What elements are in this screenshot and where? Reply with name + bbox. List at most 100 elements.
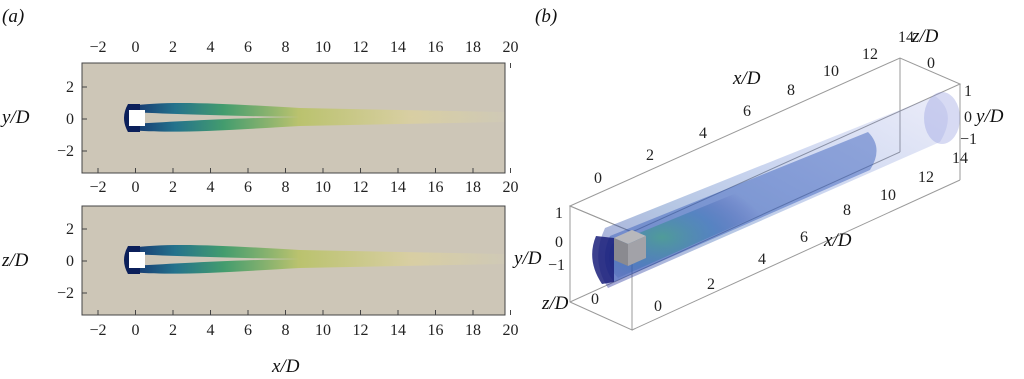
plot-bottom-ylabel: z/D xyxy=(1,250,29,271)
plot-z-slice xyxy=(81,205,506,316)
cube-side xyxy=(628,236,646,266)
y-tick-label: 0 xyxy=(66,111,74,128)
x-tick-label: 6 xyxy=(244,179,252,196)
x-bot-tick-0: 0 xyxy=(654,298,662,315)
z-top-tick-0: 0 xyxy=(927,55,935,72)
x-tick-label: 14 xyxy=(390,39,406,56)
x-tick-label: 0 xyxy=(132,39,140,56)
plot-top-frame xyxy=(81,62,506,174)
x-tick-label: 6 xyxy=(244,39,252,56)
x-tick-label: 10 xyxy=(315,322,331,339)
x-bot-tick-14: 14 xyxy=(952,150,968,167)
x-tick-label: 12 xyxy=(353,179,369,196)
plot-top-upper-wake xyxy=(130,102,505,118)
plot-bottom-upper-wake xyxy=(130,244,505,260)
x-tick-label: 10 xyxy=(315,179,331,196)
x-top-tick-6: 6 xyxy=(743,103,751,120)
plot-top-ylabel: y/D xyxy=(0,107,30,128)
x-tick-label: 20 xyxy=(503,179,519,196)
cube-top xyxy=(614,230,646,244)
x-tick-label: 2 xyxy=(169,322,177,339)
plot-bottom-xticks: −2 0 2 4 6 8 10 12 14 16 18 20 xyxy=(89,310,519,339)
x-bot-tick-4: 4 xyxy=(758,251,766,268)
x-tick-label: 10 xyxy=(315,39,331,56)
x-bot-label: x/D xyxy=(823,230,852,251)
x-bot-tick-8: 8 xyxy=(843,202,851,219)
plot-top-body xyxy=(129,110,145,126)
x-tick-label: 20 xyxy=(503,322,519,339)
y-tick-label: 2 xyxy=(66,79,74,96)
x-tick-label: 0 xyxy=(132,179,140,196)
x-tick-label: 12 xyxy=(353,39,369,56)
x-tick-label: −2 xyxy=(89,179,106,196)
x-tick-label: 8 xyxy=(282,39,290,56)
wake-leading-front xyxy=(592,236,614,284)
x-tick-label: 8 xyxy=(282,322,290,339)
wake-core xyxy=(609,176,786,278)
x-top-tick-4: 4 xyxy=(699,125,707,142)
x-tick-label: 16 xyxy=(428,39,444,56)
panel-b-ticks: 0 2 4 6 8 10 12 14 x/D z/D 0 1 0 −1 y/D … xyxy=(512,26,1004,315)
y-left-tick-1: 1 xyxy=(555,205,563,222)
x-tick-label: 8 xyxy=(282,179,290,196)
y-left-tick-m1: −1 xyxy=(548,257,565,274)
x-tick-label: 2 xyxy=(169,39,177,56)
panel-a-label: (a) xyxy=(2,6,24,27)
y-tick-label: −2 xyxy=(57,143,74,160)
panel-b-label: (b) xyxy=(535,6,557,27)
x-tick-label: 18 xyxy=(465,179,481,196)
x-bot-tick-2: 2 xyxy=(707,276,715,293)
x-tick-label: 18 xyxy=(465,322,481,339)
x-tick-label: −2 xyxy=(89,39,106,56)
x-top-tick-14: 14 xyxy=(898,29,914,46)
x-bot-tick-12: 12 xyxy=(918,169,934,186)
wake-end-cap xyxy=(924,92,960,144)
x-tick-label: −2 xyxy=(89,322,106,339)
y-right-tick-0: 0 xyxy=(964,109,972,126)
x-bot-tick-10: 10 xyxy=(880,187,896,204)
y-tick-label: −2 xyxy=(57,285,74,302)
plot-y-slice xyxy=(81,62,506,174)
x-tick-label: 14 xyxy=(390,179,406,196)
x-tick-label: 12 xyxy=(353,322,369,339)
x-tick-label: 16 xyxy=(428,322,444,339)
cube-front xyxy=(614,238,628,266)
x-tick-label: 4 xyxy=(207,39,215,56)
box-bottom-edge xyxy=(631,179,961,331)
x-top-tick-10: 10 xyxy=(823,63,839,80)
y-right-tick-m1: −1 xyxy=(960,131,977,148)
x-tick-label: 20 xyxy=(503,39,519,56)
plot-top-xticks: −2 0 2 4 6 8 10 12 14 16 18 20 xyxy=(89,168,519,196)
x-tick-label: 18 xyxy=(465,39,481,56)
y-tick-label: 0 xyxy=(66,253,74,270)
x-tick-label: 14 xyxy=(390,322,406,339)
x-top-tick-0: 0 xyxy=(594,170,602,187)
x-tick-label: 4 xyxy=(207,322,215,339)
z-bot-label: z/D xyxy=(541,293,569,314)
x-tick-label: 16 xyxy=(428,179,444,196)
plot-top-lower-wake xyxy=(130,116,505,132)
panel-a-xlabel: x/D xyxy=(271,356,300,377)
volume-render-3d xyxy=(568,57,962,331)
y-right-tick-1: 1 xyxy=(964,83,972,100)
z-bot-tick-0: 0 xyxy=(591,291,599,308)
plot-bottom-yticks: 2 0 −2 xyxy=(57,221,87,302)
plot-bottom-body xyxy=(129,252,145,268)
y-right-label: y/D xyxy=(974,106,1004,127)
x-tick-label: 4 xyxy=(207,179,215,196)
x-top-label: x/D xyxy=(732,68,761,89)
x-top-tick-8: 8 xyxy=(787,82,795,99)
plot-bottom-lower-wake xyxy=(130,258,505,274)
plot-top-yticks: 2 0 −2 xyxy=(57,79,87,160)
x-top-tick-12: 12 xyxy=(862,46,878,63)
y-tick-label: 2 xyxy=(66,221,74,238)
x-tick-label: 2 xyxy=(169,179,177,196)
y-left-tick-0: 0 xyxy=(555,234,563,251)
x-top-tick-2: 2 xyxy=(646,147,654,164)
cube-body xyxy=(614,230,646,266)
x-tick-label: 6 xyxy=(244,322,252,339)
x-bot-tick-6: 6 xyxy=(800,229,808,246)
z-top-label: z/D xyxy=(911,26,939,47)
y-left-label: y/D xyxy=(512,248,542,269)
